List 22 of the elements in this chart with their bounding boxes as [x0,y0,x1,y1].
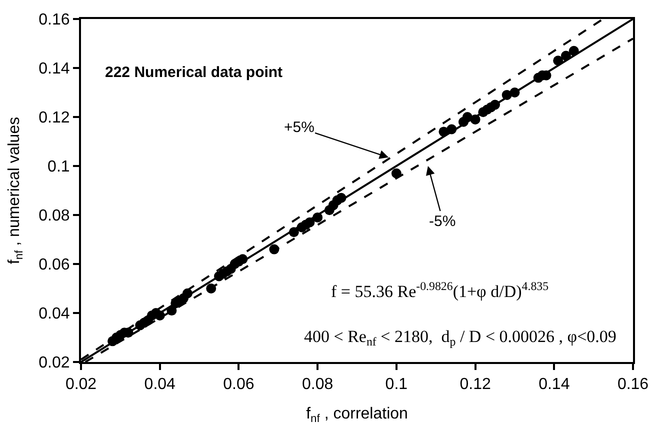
x-tick-label: 0.08 [302,376,334,394]
y-tick-label: 0.14 [38,60,70,78]
y-tick-label: 0.06 [38,256,70,274]
y-tick-label: 0.12 [38,110,70,127]
annotation: f = 55.36 Re$^{-0.9826}$(1+φ d/D)$^{4.835}$ [331,279,549,302]
y-tick-label: 0.1 [48,158,70,176]
x-tick-label: 0.04 [144,376,176,394]
annotation: 222 Numerical data point [105,64,283,81]
y-tick-label: 0.16 [38,12,70,29]
y-tick-label: 0.02 [38,354,70,372]
y-tick-label: 0.08 [38,208,70,225]
x-tick-label: 0.02 [65,376,97,394]
x-axis-title: f$_{nf}$ , correlation [306,405,408,425]
y-tick-label: 0.04 [38,306,70,323]
annotation: 400 < Re$_{nf}$ < 2180, d$_{p}$ / D < 0.00026 , φ<0.09 [304,327,616,349]
annotation: -5% [429,213,456,230]
annotation: +5% [284,119,314,136]
x-tick-label: 0.06 [223,376,254,394]
x-tick-label: 0.16 [617,376,649,394]
x-tick-label: 0.14 [538,376,570,394]
x-tick-label: 0.12 [460,376,491,394]
x-tick-label: 0.1 [385,376,408,394]
